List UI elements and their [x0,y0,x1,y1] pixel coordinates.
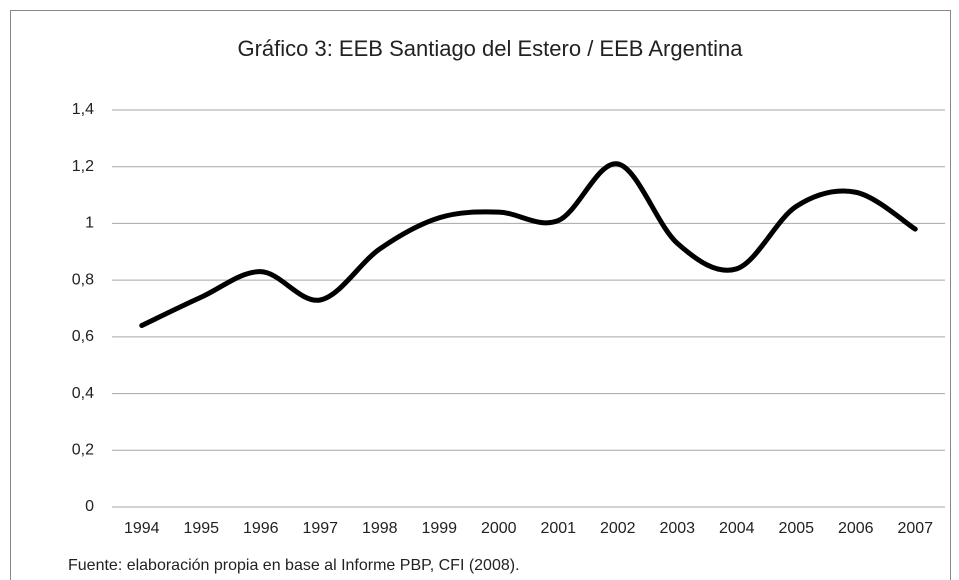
x-tick-label: 2004 [719,520,755,537]
y-tick-label: 1,2 [72,158,94,175]
x-tick-label: 2001 [540,520,576,537]
x-tick-label: 1996 [243,520,279,537]
y-tick-label: 0,2 [72,442,94,459]
y-tick-label: 0 [85,498,94,515]
y-tick-label: 0,6 [72,328,94,345]
y-tick-label: 1,4 [72,101,94,118]
y-tick-label: 1 [85,215,94,232]
chart-border [10,10,951,580]
x-tick-label: 2007 [897,520,933,537]
x-tick-label: 2002 [600,520,636,537]
data-line [139,161,918,329]
x-tick-label: 2003 [659,520,695,537]
x-tick-label: 1994 [124,520,160,537]
source-note: Fuente: elaboración propia en base al In… [68,557,520,574]
x-tick-label: 2006 [838,520,874,537]
x-tick-label: 1995 [183,520,219,537]
y-tick-label: 0,8 [72,271,94,288]
x-tick-label: 1999 [421,520,457,537]
x-tick-label: 1998 [362,520,398,537]
x-tick-label: 2000 [481,520,517,537]
x-tick-label: 1997 [302,520,338,537]
chart-title: Gráfico 3: EEB Santiago del Estero / EEB… [237,36,743,61]
y-tick-label: 0,4 [72,385,94,402]
x-tick-label: 2005 [778,520,814,537]
